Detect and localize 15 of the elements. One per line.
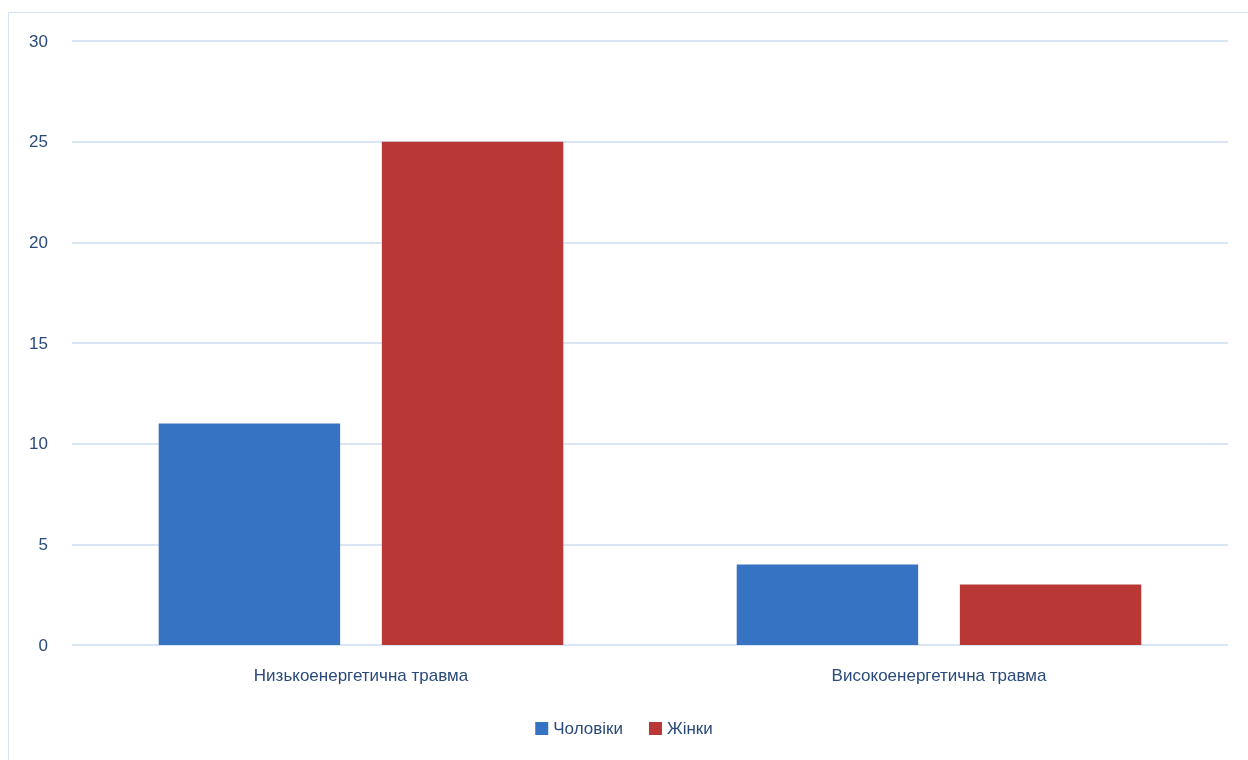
legend-label: Чоловіки [553, 719, 623, 738]
x-tick-label: Низькоенергетична травма [253, 666, 469, 685]
bar [736, 564, 919, 645]
y-tick-label: 5 [38, 534, 48, 554]
y-tick-label: 30 [29, 31, 48, 51]
y-tick-label: 0 [38, 635, 48, 655]
x-tick-label: Високоенергетична травма [831, 666, 1047, 685]
y-tick-label: 10 [29, 434, 48, 454]
bar [959, 584, 1142, 645]
y-tick-label: 25 [29, 132, 48, 152]
bar [381, 141, 564, 645]
bar [158, 423, 341, 645]
y-tick-label: 15 [29, 333, 48, 353]
legend-label: Жінки [666, 719, 713, 738]
y-tick-label: 20 [29, 232, 48, 252]
